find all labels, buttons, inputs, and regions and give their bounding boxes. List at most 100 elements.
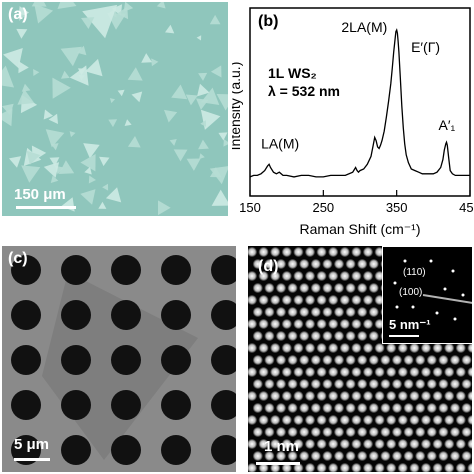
atom-column [467,342,472,354]
ws2-flake [85,58,103,77]
atom-column [287,330,298,342]
atom-column [264,282,275,294]
atom-column [304,342,316,354]
ws2-flake [169,139,177,146]
ws2-flake [156,2,166,9]
grid-hole [211,300,236,330]
atom-column [415,354,426,366]
atom-column [322,378,333,390]
atom-column [455,390,466,402]
atom-column [415,426,426,438]
ws2-flake [18,61,29,74]
ws2-flake [2,65,15,88]
atom-column [438,402,449,414]
atom-column [299,282,310,294]
x-tick-label: 450 [459,200,474,215]
grid-hole [61,300,91,330]
atom-column [258,342,269,354]
panel-c-sem-image: (c) 5 μm [2,246,236,472]
atom-column [287,450,298,462]
atom-column [287,426,298,438]
atom-column [333,426,345,438]
ws2-flake [117,6,129,20]
ws2-flake [60,46,82,67]
atom-column [333,282,345,294]
atom-column [293,342,304,354]
atom-column [275,378,287,390]
panel-a-scale-bar [16,206,76,209]
atom-column [386,366,397,378]
atom-column [293,462,304,472]
atom-column [293,246,304,258]
ws2-flake [84,166,92,175]
grid-hole [161,300,191,330]
atom-column [304,270,316,282]
atom-column [368,282,379,294]
atom-column [438,426,449,438]
atom-column [322,258,333,270]
atom-column [248,318,258,330]
atom-column [264,330,275,342]
atom-column [351,342,362,354]
diffraction-spot [395,305,399,309]
panel-c-scale-bar [14,458,50,461]
atom-column [403,402,414,414]
panel-d-label: (d) [258,258,279,275]
atom-column [461,426,472,438]
atom-column [339,270,350,282]
grid-hole [111,345,141,375]
atom-column [357,330,368,342]
atom-column [275,426,287,438]
atom-column [409,390,420,402]
atom-column [258,294,269,306]
ws2-flake [16,28,28,39]
atom-column [362,342,374,354]
grid-hole [161,390,191,420]
atom-column [258,438,269,450]
grid-hole [61,255,91,285]
atom-column [362,246,374,258]
atom-column [252,450,263,462]
atom-column [264,258,275,270]
inset-scale-label: 5 nm⁻¹ [389,317,431,332]
ws2-flake [21,165,41,183]
atom-column [333,354,345,366]
atom-column [351,270,362,282]
atom-column [299,426,310,438]
diffraction-spot [393,281,397,285]
panel-a-label: (a) [8,6,28,23]
atom-column [287,306,298,318]
atom-column [397,438,408,450]
atom-column [374,438,385,450]
atom-column [310,282,321,294]
atom-column [386,390,397,402]
ws2-flake [57,2,77,9]
atom-column [248,438,258,450]
panel-d-hrtem-image: (d) (110) (100) 5 nm⁻¹ 1 nm [248,246,472,472]
atom-column [432,390,443,402]
ws2-flake [198,139,209,150]
atom-column [328,342,339,354]
x-tick-label: 350 [386,200,408,215]
atom-column [432,342,443,354]
grid-hole [11,390,41,420]
atom-column [444,438,455,450]
atom-column [362,462,374,472]
grid-hole [161,255,191,285]
atom-column [449,402,461,414]
atom-column [270,294,281,306]
optical-image-flakes [2,2,228,216]
atom-column [275,306,287,318]
diffraction-inset: (110) (100) 5 nm⁻¹ [382,246,472,344]
atom-column [345,426,356,438]
grid-hole [111,435,141,465]
ws2-flake [69,65,89,86]
atom-column [432,366,443,378]
atom-column [380,402,391,414]
atom-column [248,270,258,282]
ws2-flake [33,69,40,76]
atom-column [409,366,420,378]
atom-column [304,366,316,378]
atom-column [328,366,339,378]
ws2-flake [197,83,210,97]
